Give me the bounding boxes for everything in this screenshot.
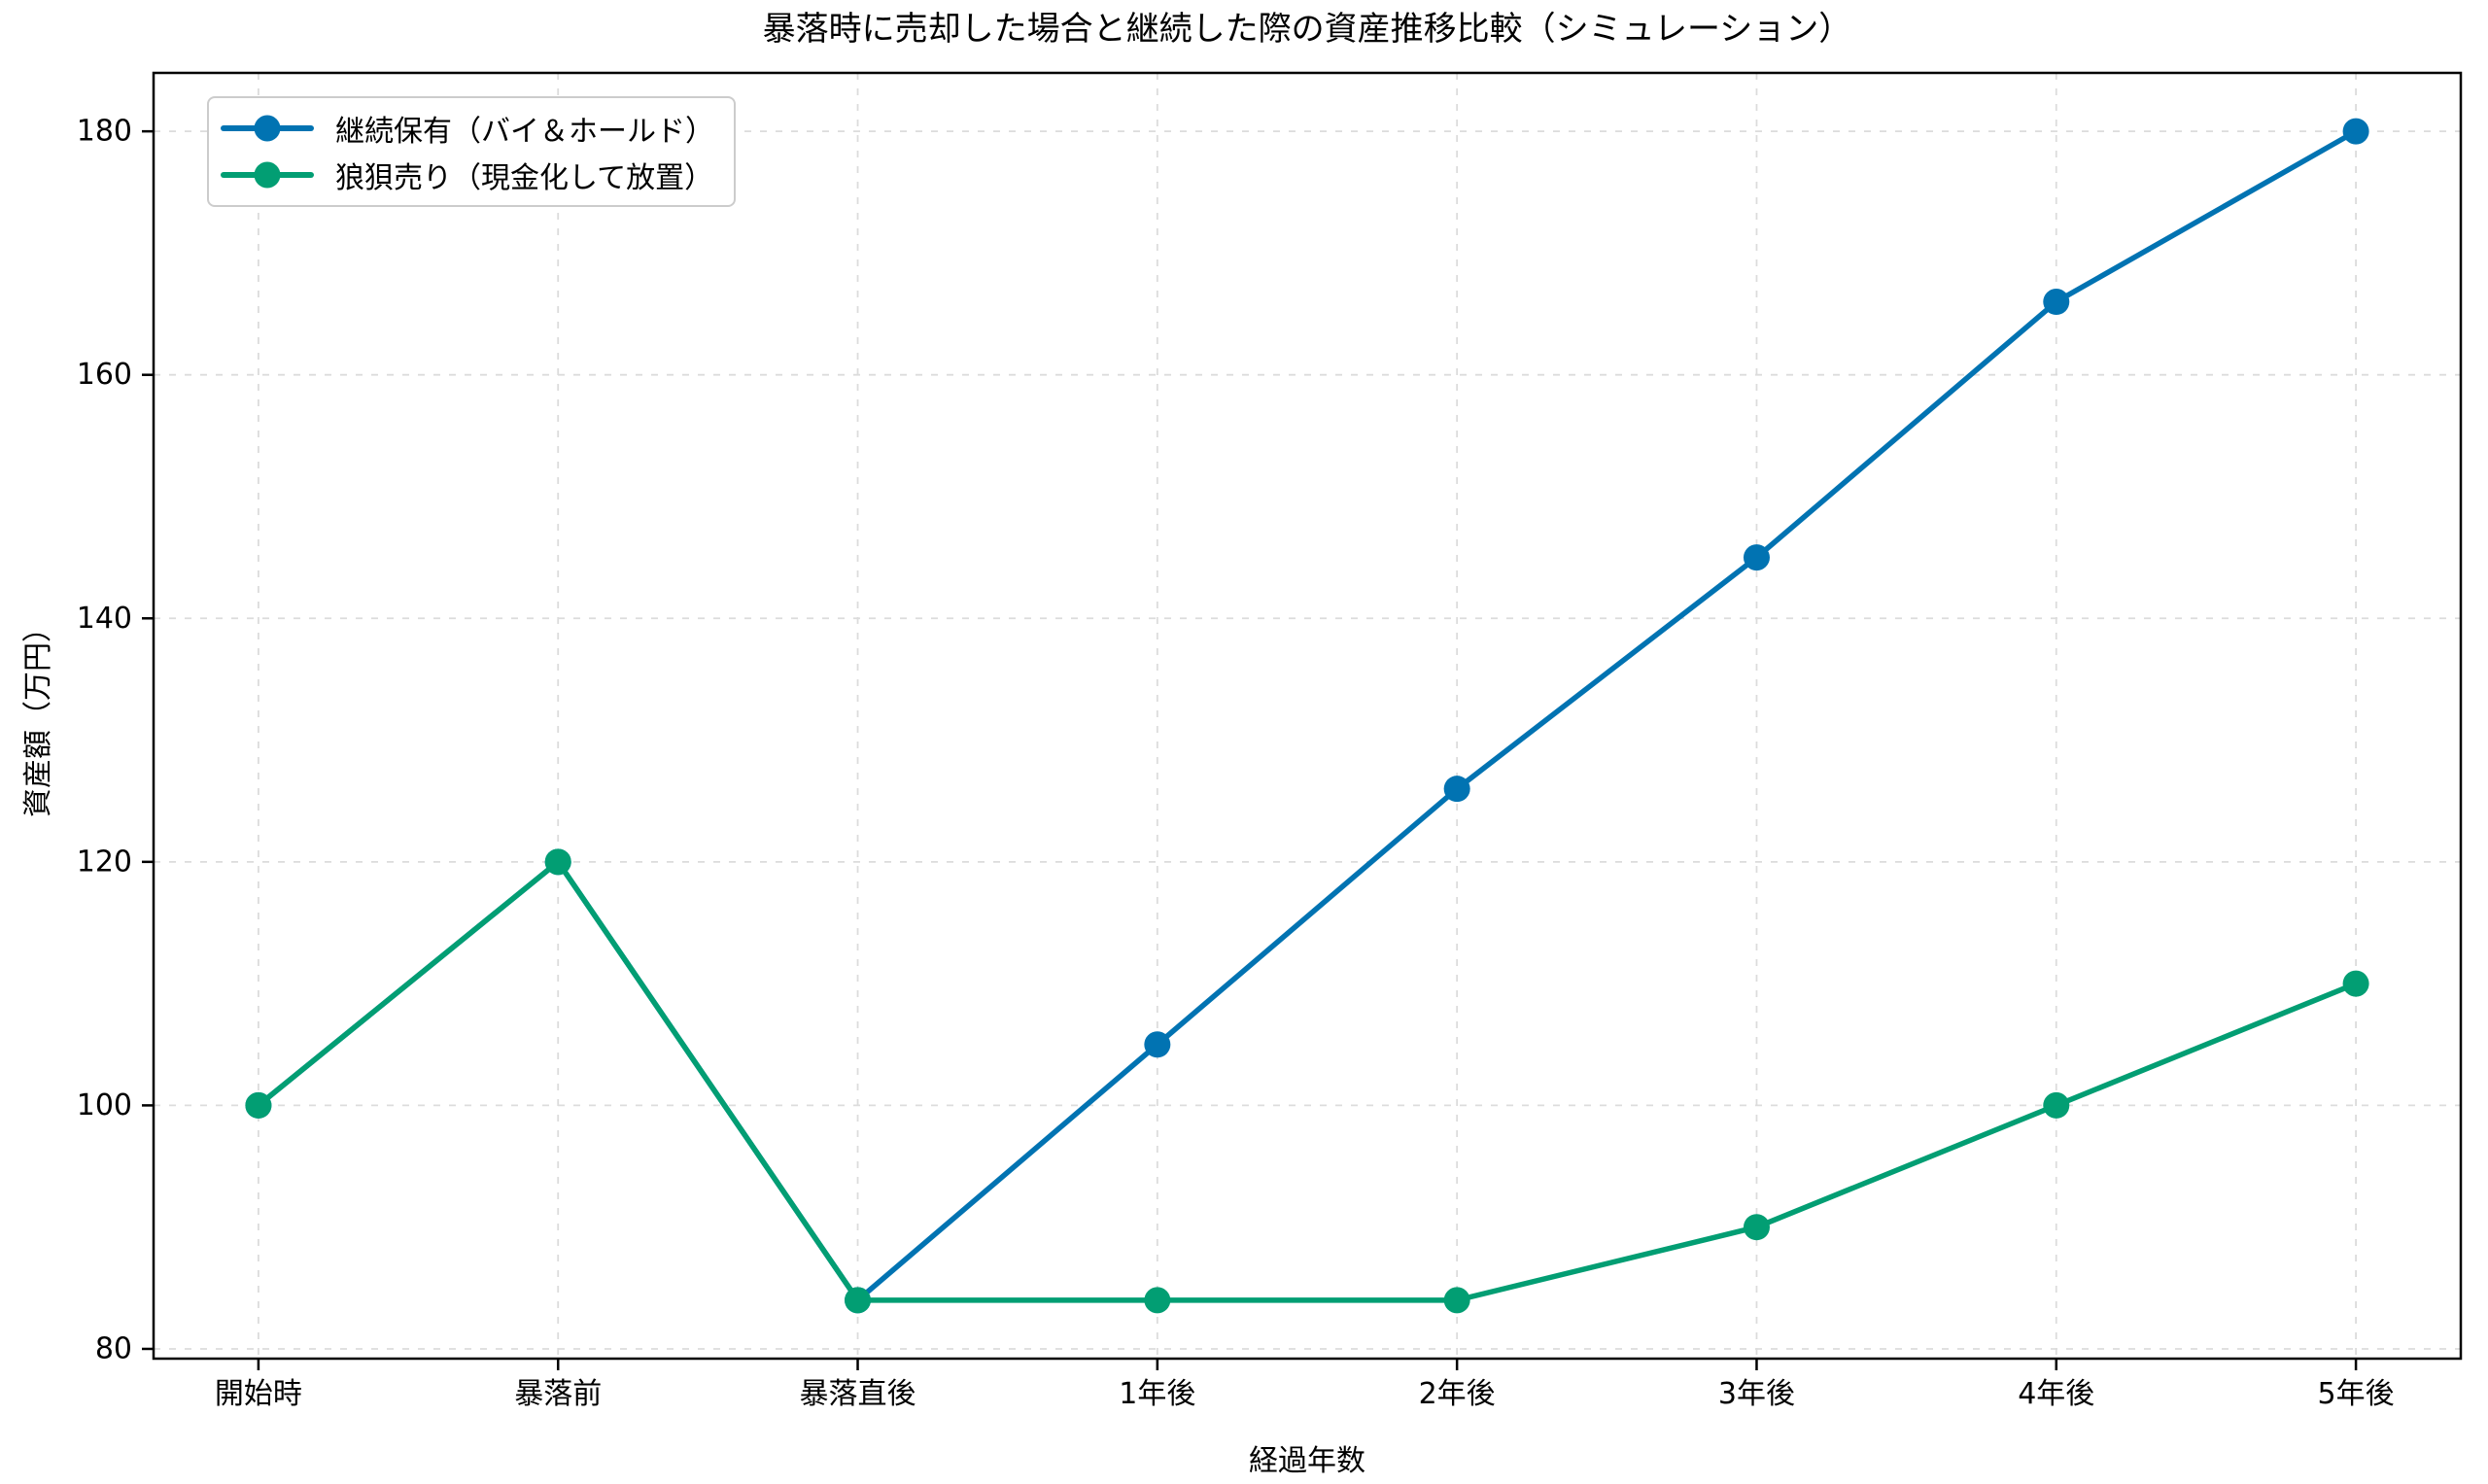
data-point-marker xyxy=(1144,1287,1171,1314)
data-point-marker xyxy=(1743,1214,1770,1241)
legend-item-buy-and-hold: 継続保有（バイ＆ホールド） xyxy=(221,108,714,149)
data-point-marker xyxy=(1443,776,1470,803)
axes-border xyxy=(152,71,2463,1361)
legend: 継続保有（バイ＆ホールド） 狼狽売り（現金化して放置） xyxy=(207,96,736,207)
data-point-marker xyxy=(2342,970,2369,997)
legend-sample-line-icon xyxy=(221,160,314,190)
x-axis-ticks: 開始時 暴落前 暴落直後 1年後 2年後 3年後 4年後 5年後 xyxy=(215,1359,2395,1411)
legend-sample-line-icon xyxy=(221,114,314,143)
y-tick-label: 180 xyxy=(77,115,132,149)
data-point-marker xyxy=(1144,1031,1171,1058)
x-axis-label: 経過年数 xyxy=(1249,1444,1365,1478)
data-point-marker xyxy=(1443,1287,1470,1314)
x-tick-label: 暴落直後 xyxy=(800,1377,916,1411)
data-point-marker xyxy=(845,1287,872,1314)
x-tick-label: 4年後 xyxy=(2018,1377,2094,1411)
series-line-1 xyxy=(256,859,2359,1303)
data-point-marker xyxy=(245,1091,272,1119)
data-point-marker xyxy=(2043,1091,2070,1119)
y-tick-label: 80 xyxy=(95,1331,132,1365)
x-tick-label: 3年後 xyxy=(1718,1377,1795,1411)
data-point-marker xyxy=(1743,544,1770,571)
y-tick-label: 140 xyxy=(77,602,132,636)
x-tick-label: 開始時 xyxy=(215,1377,302,1411)
y-axis-ticks: 80 100 120 140 160 180 xyxy=(77,115,154,1365)
y-axis-label: 資産額（万円） xyxy=(21,613,55,817)
chart-title: 暴落時に売却した場合と継続した際の資産推移比較（シミュレーション） xyxy=(762,10,1852,49)
data-point-marker xyxy=(544,848,571,876)
x-tick-label: 5年後 xyxy=(2318,1377,2395,1411)
legend-label-buy-and-hold: 継続保有（バイ＆ホールド） xyxy=(335,115,714,149)
data-point-marker xyxy=(2043,289,2070,316)
y-tick-label: 100 xyxy=(77,1088,132,1122)
x-tick-label: 1年後 xyxy=(1119,1377,1195,1411)
y-tick-label: 120 xyxy=(77,845,132,879)
gridlines xyxy=(154,73,2461,1359)
x-tick-label: 2年後 xyxy=(1419,1377,1496,1411)
legend-item-panic-sell: 狼狽売り（現金化して放置） xyxy=(221,155,714,195)
y-tick-label: 160 xyxy=(77,358,132,392)
data-point-marker xyxy=(2342,118,2369,145)
x-tick-label: 暴落前 xyxy=(514,1377,602,1411)
legend-label-panic-sell: 狼狽売り（現金化して放置） xyxy=(335,161,714,195)
